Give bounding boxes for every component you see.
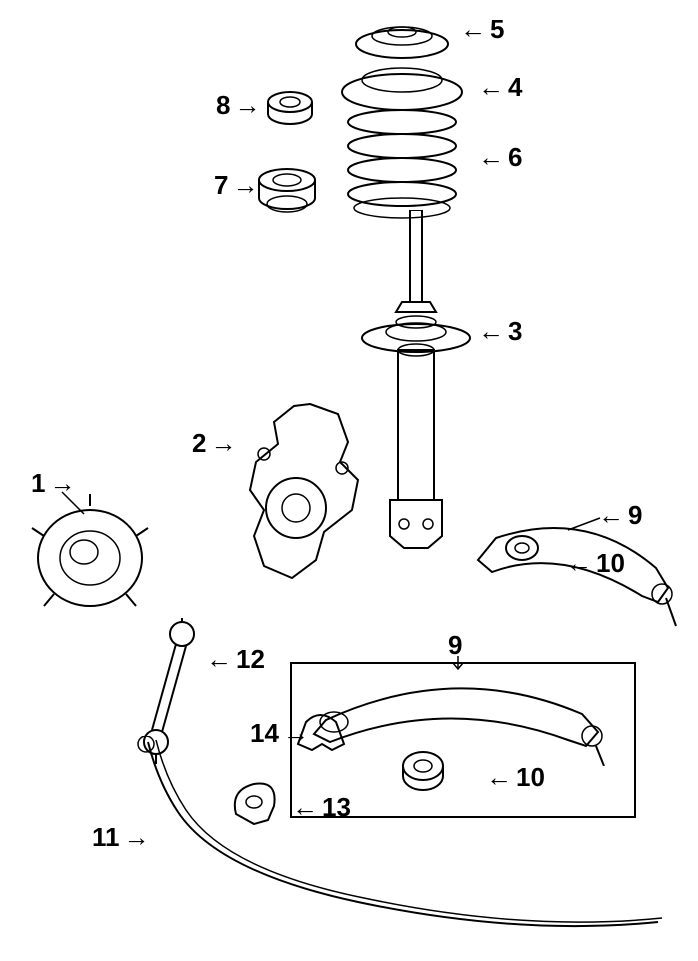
arrow-icon: ← <box>478 318 504 344</box>
stabilizer-bar <box>128 736 668 946</box>
callout-9-leader <box>566 512 602 532</box>
arrow-icon: → <box>234 92 260 118</box>
callout-8-label: 8 <box>216 92 230 118</box>
callout-2-label: 2 <box>192 430 206 456</box>
callout-7: 7 → <box>214 172 258 198</box>
callout-9b-label: 9 <box>448 632 462 658</box>
callout-11-label: 11 <box>92 824 120 850</box>
callout-10: 10 ← <box>566 550 625 576</box>
callout-6-label: 6 <box>508 144 522 170</box>
parts-diagram-stage: 1 → 2 → 3 ← 4 ← 5 ← 6 ← 7 → 8 → 9 ← 10 ← <box>0 0 698 961</box>
callout-11: 11 → <box>92 824 150 850</box>
callout-12-label: 12 <box>236 646 265 672</box>
callout-9b: 9 <box>448 632 462 658</box>
callout-5: 5 ← <box>460 16 504 42</box>
steering-knuckle <box>224 398 380 586</box>
callout-3-label: 3 <box>508 318 522 344</box>
callout-14: 14 → <box>250 720 309 746</box>
arrow-icon: ← <box>486 764 512 790</box>
callout-9b-leader <box>452 656 464 670</box>
arrow-icon: ← <box>478 74 504 100</box>
arrow-icon: ← <box>460 16 486 42</box>
arrow-icon: ← <box>566 550 592 576</box>
callout-5-label: 5 <box>490 16 504 42</box>
arrow-icon: ← <box>478 144 504 170</box>
callout-1-label: 1 <box>31 470 45 496</box>
callout-3: 3 ← <box>478 318 522 344</box>
spring-seat-upper <box>338 58 466 114</box>
callout-10-label: 10 <box>596 550 625 576</box>
arrow-icon: → <box>124 824 150 850</box>
arrow-icon: → <box>210 430 236 456</box>
callout-6: 6 ← <box>478 144 522 170</box>
callout-4-label: 4 <box>508 74 522 100</box>
callout-2: 2 → <box>192 430 236 456</box>
callout-10b: 10 ← <box>486 764 545 790</box>
strut-mount-cap <box>352 16 452 60</box>
callout-14-label: 14 <box>250 720 279 746</box>
callout-13-label: 13 <box>322 794 351 820</box>
callout-12: 12 ← <box>206 646 265 672</box>
strut-bearing <box>254 164 320 218</box>
wheel-hub <box>26 494 152 620</box>
mount-bushing <box>264 88 316 130</box>
control-arm-bushing-rear <box>506 536 538 560</box>
callout-13: 13 ← <box>292 794 351 820</box>
callout-7-label: 7 <box>214 172 228 198</box>
callout-9-label: 9 <box>628 502 642 528</box>
callout-10b-label: 10 <box>516 764 545 790</box>
arrow-icon: ← <box>292 794 318 820</box>
arrow-icon: → <box>283 720 309 746</box>
coil-spring <box>342 108 462 220</box>
arrow-icon: ← <box>206 646 232 672</box>
arrow-icon: → <box>232 172 258 198</box>
callout-8: 8 → <box>216 92 260 118</box>
callout-4: 4 ← <box>478 74 522 100</box>
callout-9: 9 ← <box>598 502 642 528</box>
callout-1-leader <box>58 490 88 520</box>
